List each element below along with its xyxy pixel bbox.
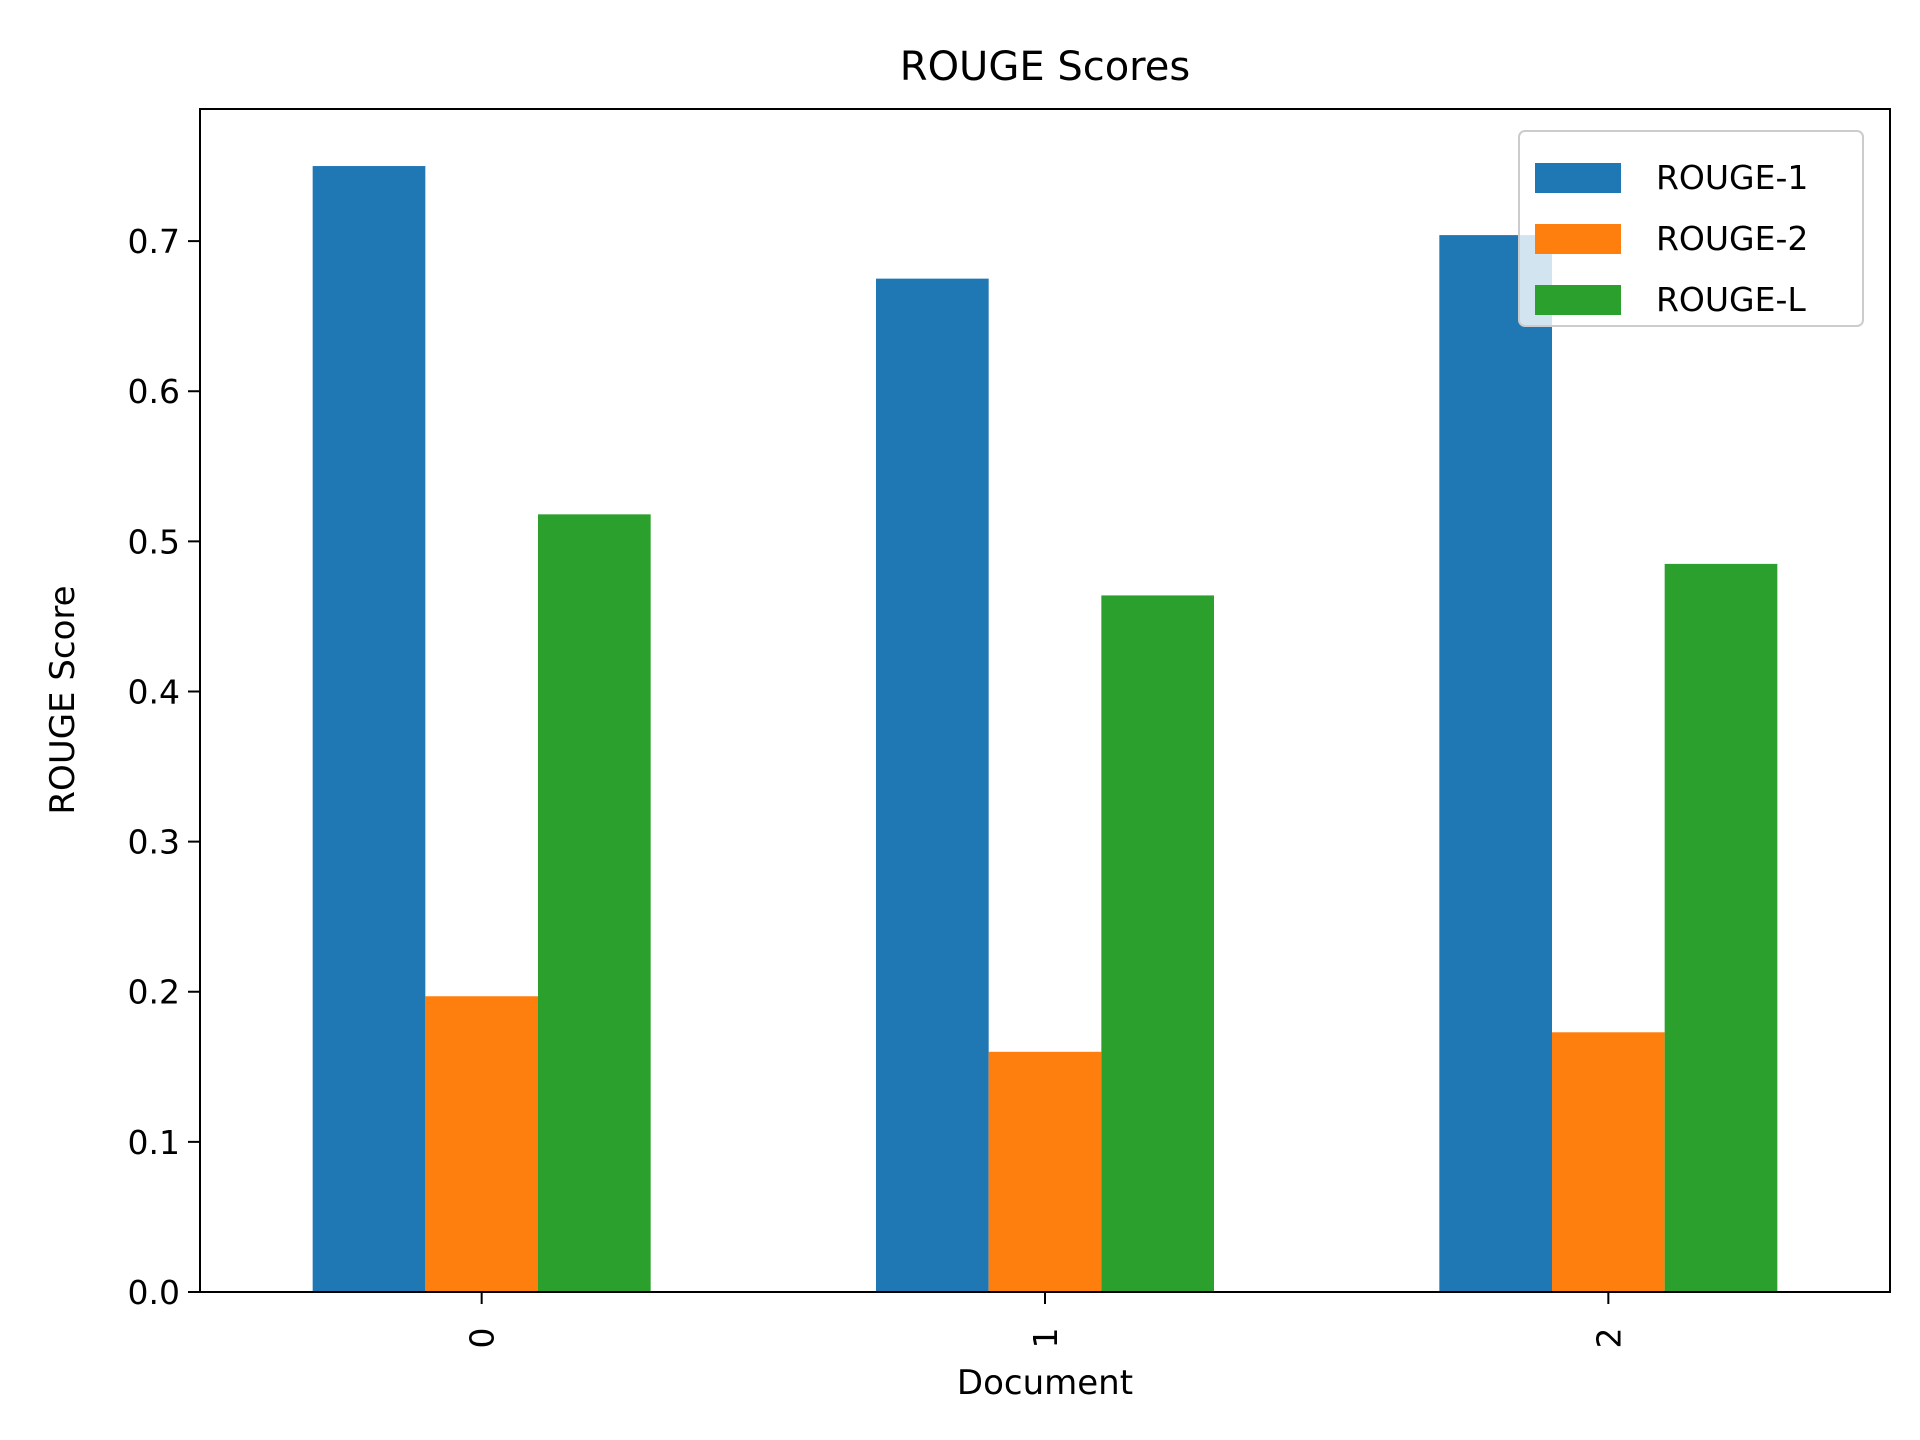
bar-rouge-2-doc-1 bbox=[988, 1051, 1102, 1292]
y-tick-label: 0.3 bbox=[128, 823, 180, 862]
bar-rouge-l-doc-2 bbox=[1664, 563, 1778, 1292]
bar-rouge-1-doc-1 bbox=[876, 278, 989, 1292]
y-tick-label: 0.5 bbox=[128, 522, 180, 561]
x-tick-label: 2 bbox=[1589, 1328, 1628, 1349]
bar-rouge-l-doc-0 bbox=[538, 514, 651, 1292]
y-tick-label: 0.1 bbox=[128, 1123, 180, 1162]
bar-rouge-1-doc-0 bbox=[312, 166, 426, 1292]
chart-title: ROUGE Scores bbox=[900, 44, 1190, 90]
x-axis: 0 1 2 bbox=[463, 1292, 1628, 1349]
legend-swatch-rouge-l bbox=[1535, 285, 1621, 315]
y-tick-label: 0.2 bbox=[128, 973, 180, 1012]
plot-frame bbox=[199, 108, 1891, 1293]
x-tick-label: 0 bbox=[463, 1328, 502, 1349]
bar-rouge-l-doc-1 bbox=[1101, 595, 1214, 1292]
x-tick-label: 1 bbox=[1026, 1328, 1065, 1349]
legend-swatch-rouge-2 bbox=[1535, 224, 1621, 254]
y-axis-label: ROUGE Score bbox=[43, 585, 83, 814]
legend: ROUGE-1 ROUGE-2 ROUGE-L bbox=[1518, 130, 1864, 327]
bar-rouge-2-doc-0 bbox=[425, 996, 538, 1292]
bar-rouge-1-doc-2 bbox=[1439, 235, 1552, 1293]
legend-label-rouge-1: ROUGE-1 bbox=[1656, 158, 1808, 197]
bars-layer bbox=[312, 166, 1778, 1293]
y-axis: 0.0 0.1 0.2 0.3 0.4 0.5 0.6 0.7 bbox=[128, 222, 200, 1312]
legend-label-rouge-l: ROUGE-L bbox=[1656, 280, 1806, 319]
bar-rouge-2-doc-2 bbox=[1552, 1032, 1665, 1292]
y-tick-label: 0.6 bbox=[128, 372, 180, 411]
y-tick-label: 0.7 bbox=[128, 222, 180, 261]
x-axis-label: Document bbox=[957, 1363, 1133, 1403]
y-tick-label: 0.4 bbox=[128, 672, 180, 711]
legend-swatch-rouge-1 bbox=[1535, 163, 1621, 193]
legend-label-rouge-2: ROUGE-2 bbox=[1656, 219, 1808, 258]
y-tick-label: 0.0 bbox=[128, 1273, 180, 1312]
